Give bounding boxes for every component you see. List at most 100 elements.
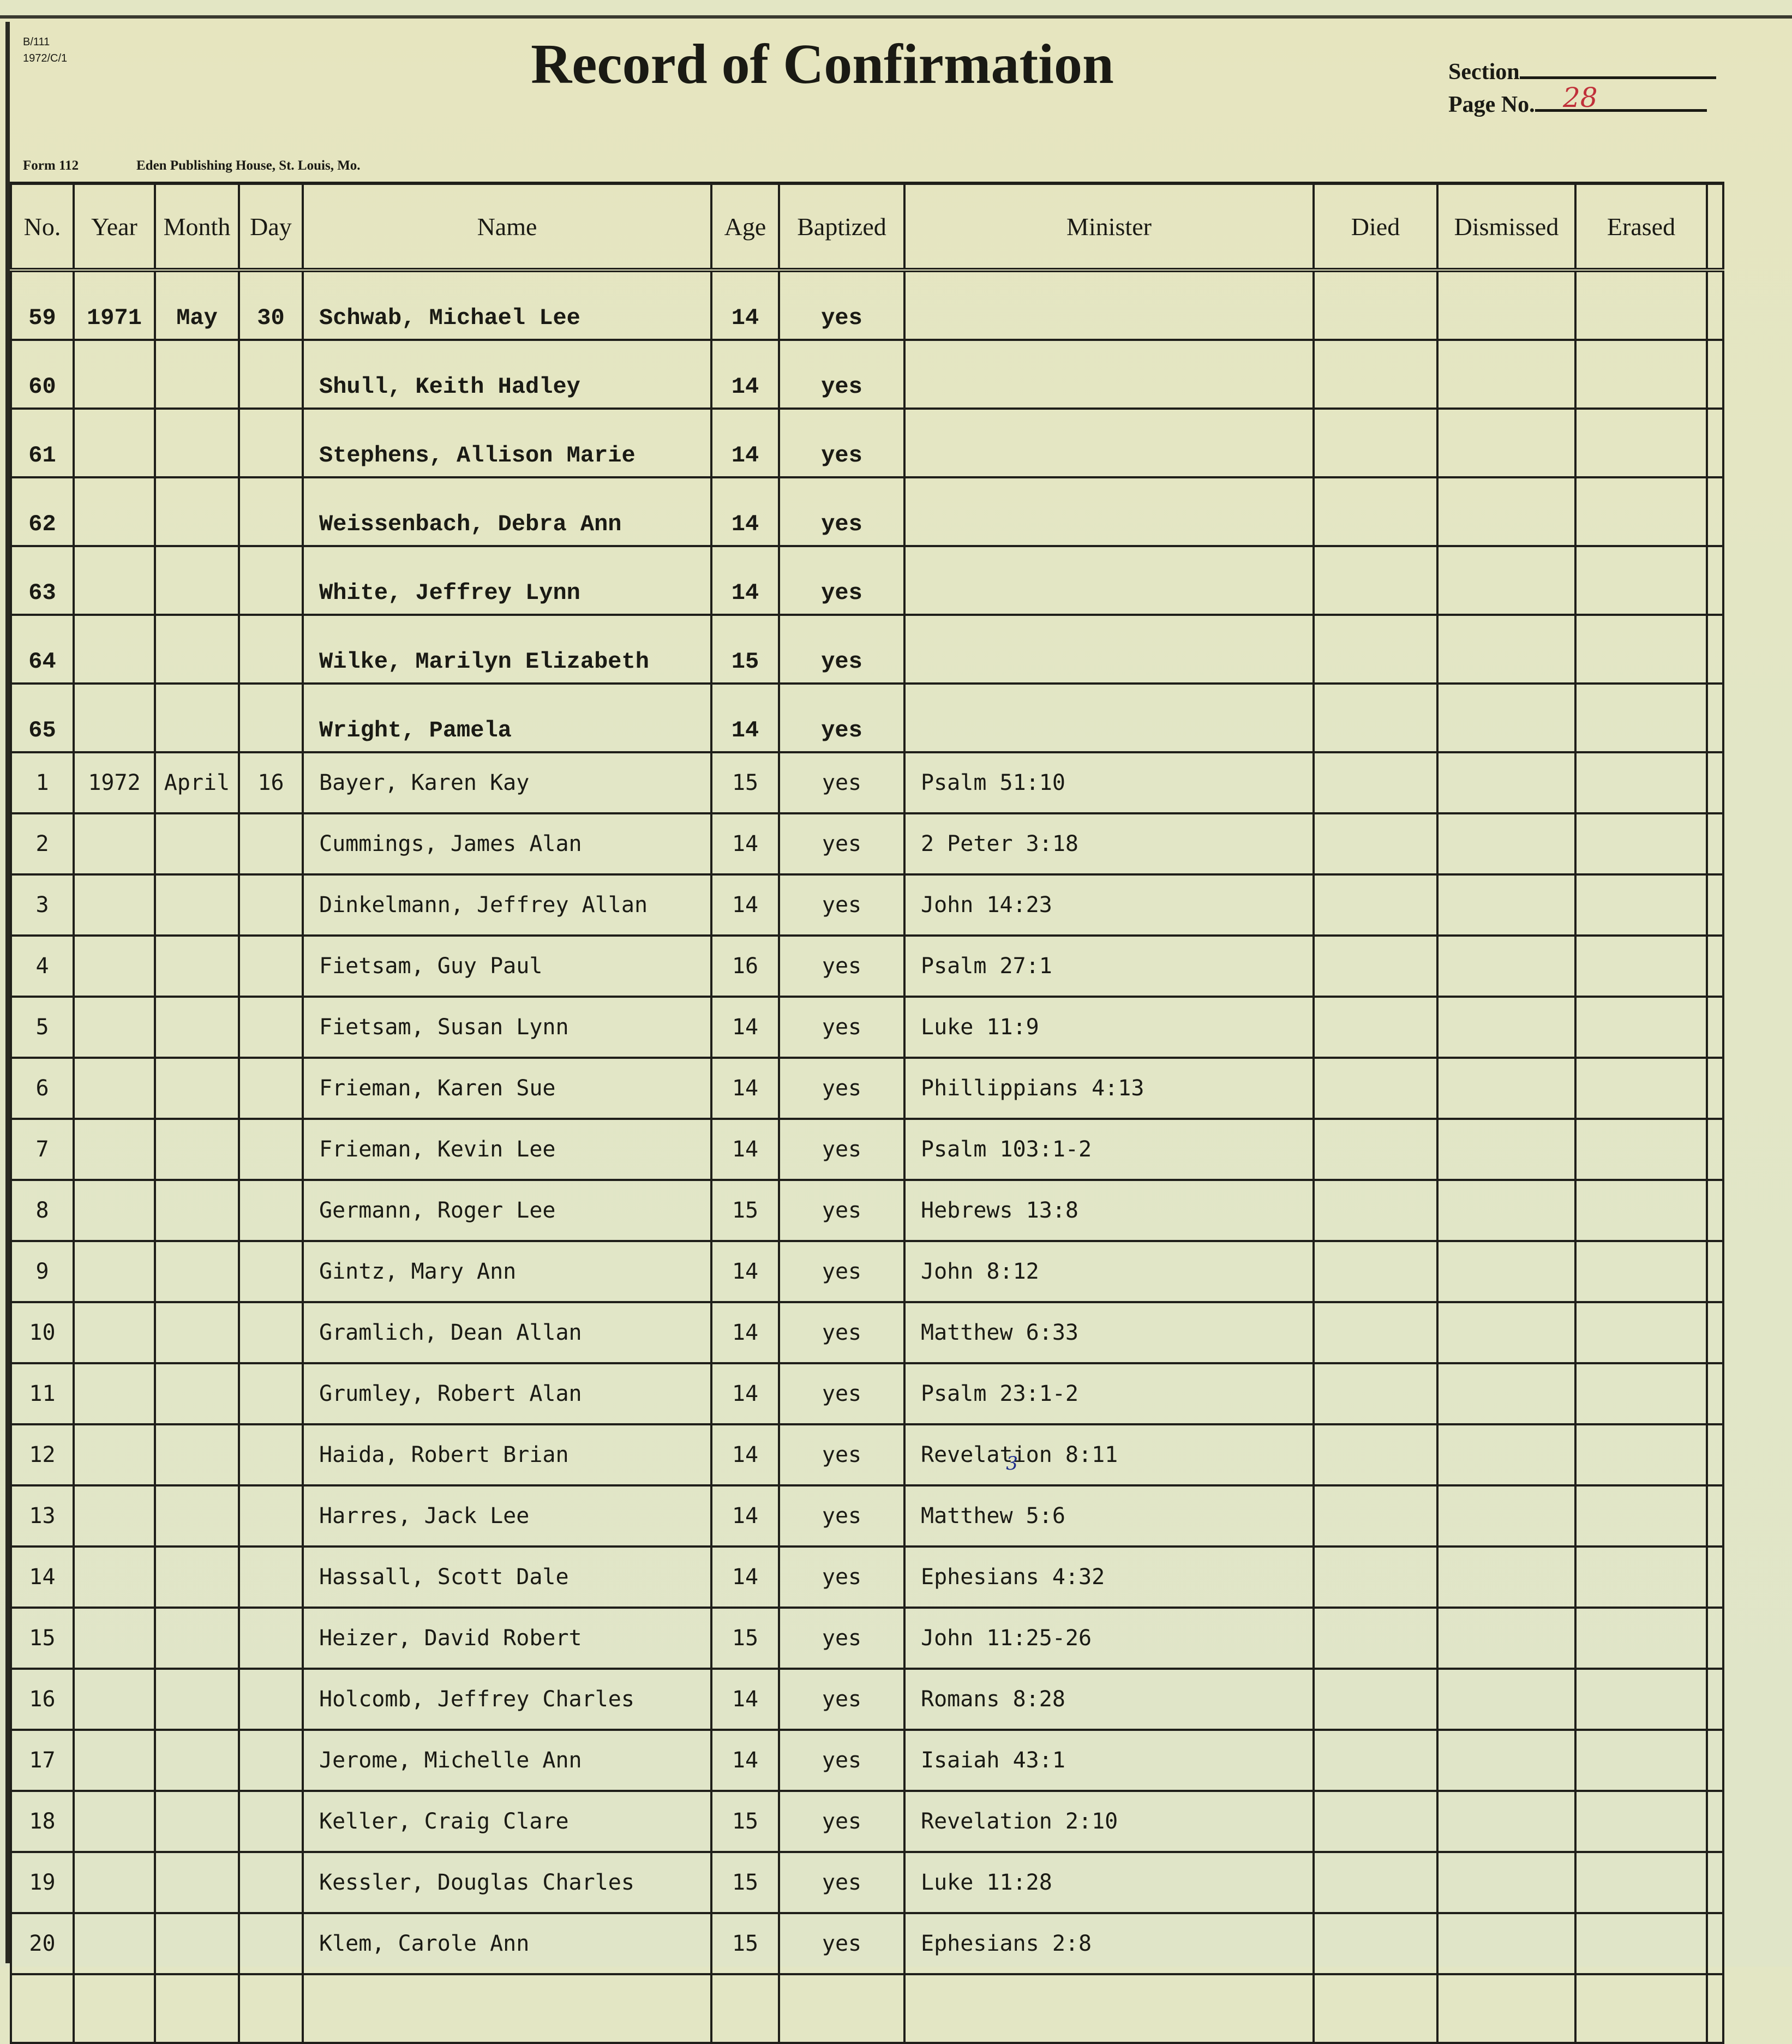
cell-died xyxy=(1312,1545,1439,1609)
cell-no: 11 xyxy=(10,1362,75,1425)
cell-dismissed xyxy=(1436,1118,1577,1181)
cell-minister: Matthew 6:33 xyxy=(903,1301,1315,1364)
cell-name: Dinkelmann, Jeffrey Allan xyxy=(302,873,712,937)
cell-age: 14 xyxy=(710,1362,780,1425)
cell-no: 15 xyxy=(10,1607,75,1670)
cell-no: 16 xyxy=(10,1668,75,1731)
cell-name: Kessler, Douglas Charles xyxy=(302,1851,712,1914)
cell-day xyxy=(238,476,304,547)
cell-name: Harres, Jack Lee xyxy=(302,1484,712,1548)
table-row: 17 Jerome, Michelle Ann 14 yes Isaiah 43:1 xyxy=(10,1729,1724,1792)
cell-day xyxy=(238,1851,304,1914)
cell-erased xyxy=(1574,682,1708,753)
cell-month xyxy=(154,1179,240,1242)
col-no: No. xyxy=(10,182,75,272)
cell-day xyxy=(238,1668,304,1731)
cell-year xyxy=(73,1118,156,1181)
form-number: Form 112 xyxy=(23,158,79,173)
cell-dismissed xyxy=(1436,1545,1577,1609)
cell-month xyxy=(154,1301,240,1364)
col-day: Day xyxy=(238,182,304,272)
cell-margin xyxy=(1706,1240,1724,1303)
empty-cell xyxy=(903,1973,1315,2044)
cell-margin xyxy=(1706,1790,1724,1853)
cell-age: 16 xyxy=(710,934,780,998)
cell-dismissed xyxy=(1436,751,1577,814)
table-row: 20 Klem, Carole Ann 15 yes Ephesians 2:8 xyxy=(10,1912,1724,1975)
cell-no: 59 xyxy=(10,269,75,341)
cell-no: 65 xyxy=(10,682,75,753)
cell-died xyxy=(1312,1301,1439,1364)
cell-erased xyxy=(1574,1118,1708,1181)
cell-month xyxy=(154,1668,240,1731)
cell-no: 6 xyxy=(10,1057,75,1120)
cell-erased xyxy=(1574,1668,1708,1731)
cell-day xyxy=(238,1240,304,1303)
cell-month xyxy=(154,1851,240,1914)
table-row: 12 Haida, Robert Brian 14 yes Revelation 8:1… xyxy=(10,1423,1724,1486)
cell-baptized: yes xyxy=(778,873,906,937)
header-row: No. Year Month Day Name Age Baptized Min… xyxy=(10,182,1724,272)
cell-month xyxy=(154,996,240,1059)
empty-cell xyxy=(238,1973,304,2044)
cell-margin xyxy=(1706,751,1724,814)
cell-year xyxy=(73,476,156,547)
cell-died xyxy=(1312,476,1439,547)
cell-died xyxy=(1312,1851,1439,1914)
cell-erased xyxy=(1574,1362,1708,1425)
cell-baptized: yes xyxy=(778,545,906,616)
cell-no: 61 xyxy=(10,407,75,478)
cell-age: 14 xyxy=(710,476,780,547)
cell-minister: Luke 11:9 xyxy=(903,996,1315,1059)
col-name: Name xyxy=(302,182,712,272)
cell-minister xyxy=(903,614,1315,685)
cell-no: 62 xyxy=(10,476,75,547)
cell-died xyxy=(1312,269,1439,341)
cell-dismissed xyxy=(1436,1790,1577,1853)
cell-name: Hassall, Scott Dale xyxy=(302,1545,712,1609)
cell-margin xyxy=(1706,1851,1724,1914)
cell-age: 15 xyxy=(710,1179,780,1242)
cell-no: 1 xyxy=(10,751,75,814)
table-row: 11 Grumley, Robert Alan 14 yes Psalm 23:1-2 xyxy=(10,1362,1724,1425)
cell-name: Gintz, Mary Ann xyxy=(302,1240,712,1303)
col-baptized: Baptized xyxy=(778,182,906,272)
cell-died xyxy=(1312,614,1439,685)
empty-cell xyxy=(73,1973,156,2044)
cell-minister xyxy=(903,476,1315,547)
title-text: Record of Confirmation xyxy=(531,33,1114,95)
cell-baptized: yes xyxy=(778,1423,906,1486)
cell-minister: 2 Peter 3:18 xyxy=(903,812,1315,876)
cell-dismissed xyxy=(1436,934,1577,998)
archive-code: 1972/C/1 xyxy=(23,52,68,64)
cell-dismissed xyxy=(1436,269,1577,341)
cell-name: Grumley, Robert Alan xyxy=(302,1362,712,1425)
cell-minister: Psalm 27:1 xyxy=(903,934,1315,998)
cell-day xyxy=(238,873,304,937)
cell-minister: Matthew 5:6 xyxy=(903,1484,1315,1548)
empty-cell xyxy=(10,1973,75,2044)
cell-year xyxy=(73,1607,156,1670)
cell-year xyxy=(73,614,156,685)
cell-baptized: yes xyxy=(778,812,906,876)
cell-month xyxy=(154,1118,240,1181)
cell-died xyxy=(1312,1179,1439,1242)
cell-died xyxy=(1312,1362,1439,1425)
cell-month: April xyxy=(154,751,240,814)
cell-died xyxy=(1312,1240,1439,1303)
cell-month xyxy=(154,1484,240,1548)
cell-erased xyxy=(1574,873,1708,937)
cell-dismissed xyxy=(1436,1484,1577,1548)
cell-name: Wright, Pamela xyxy=(302,682,712,753)
cell-year xyxy=(73,1057,156,1120)
cell-margin xyxy=(1706,1179,1724,1242)
cell-age: 14 xyxy=(710,407,780,478)
cell-year xyxy=(73,1851,156,1914)
cell-margin xyxy=(1706,1118,1724,1181)
cell-no: 2 xyxy=(10,812,75,876)
cell-age: 14 xyxy=(710,1240,780,1303)
cell-day xyxy=(238,1301,304,1364)
table-row: 5 Fietsam, Susan Lynn 14 yes Luke 11:9 xyxy=(10,996,1724,1059)
cell-baptized: yes xyxy=(778,407,906,478)
cell-name: Cummings, James Alan xyxy=(302,812,712,876)
